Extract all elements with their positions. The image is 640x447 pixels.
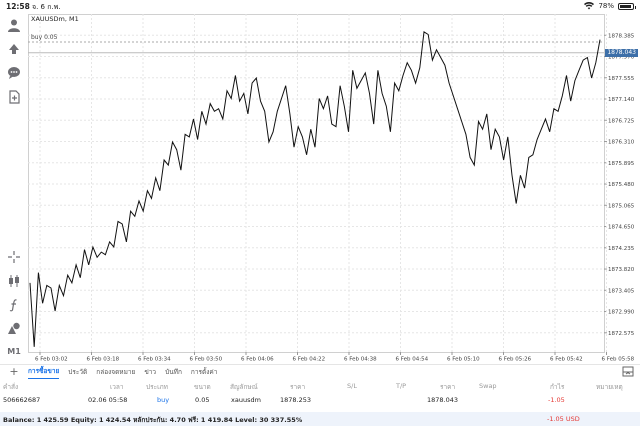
y-tick-label: 1877.140 (608, 97, 635, 103)
crosshair-icon[interactable] (4, 248, 24, 266)
y-tick-label: 1874.235 (608, 246, 635, 252)
x-tick-label: 6 Feb 05:10 (447, 357, 480, 363)
chart-symbol: XAUUSDm, M1 (31, 15, 79, 23)
status-date: จ. 6 ก.พ. (32, 3, 61, 11)
collapse-panel-icon[interactable] (622, 366, 634, 379)
objects-icon[interactable] (4, 319, 24, 337)
col-size: ขนาด (194, 383, 211, 391)
status-time: 12:58 (6, 2, 30, 11)
account-icon[interactable] (4, 16, 24, 34)
col-time: เวลา (110, 383, 124, 391)
tab-history[interactable]: ประวัติ (68, 367, 88, 376)
x-tick-label: 6 Feb 03:18 (87, 357, 120, 363)
x-tick-label: 6 Feb 04:06 (241, 357, 274, 363)
buy-order-label: buy 0.05 (31, 34, 58, 41)
order-type: buy (157, 396, 170, 404)
left-toolbar: M1 (0, 14, 28, 360)
status-bar: 12:58 จ. 6 ก.พ. 78% (0, 0, 640, 14)
order-symbol: xauusdm (231, 396, 261, 404)
x-tick-label: 6 Feb 04:22 (293, 357, 326, 363)
x-tick-label: 6 Feb 04:38 (344, 357, 377, 363)
y-tick-label: 1874.650 (608, 225, 635, 231)
x-tick-label: 6 Feb 05:26 (499, 357, 532, 363)
plot-border (28, 14, 605, 353)
indicators-icon[interactable] (4, 296, 24, 314)
col-profit: กำไร (550, 383, 565, 391)
col-tp: T/P (396, 382, 407, 390)
total-profit: -1.05 USD (547, 415, 580, 423)
x-tick-label: 6 Feb 05:42 (550, 357, 583, 363)
x-tick-label: 6 Feb 05:58 (602, 357, 635, 363)
y-tick-label: 1876.310 (608, 140, 635, 146)
x-tick-label: 6 Feb 03:02 (35, 357, 68, 363)
tab-settings[interactable]: การตั้งค่า (190, 367, 218, 376)
col-type: ประเภท (146, 383, 168, 391)
tab-news[interactable]: ข่าว (144, 367, 157, 376)
col-comment: หมายเหตุ (596, 383, 623, 391)
col-price: ราคา (290, 383, 306, 391)
order-size: 0.05 (195, 396, 210, 404)
y-tick-label: 1875.065 (608, 203, 635, 209)
order-current-price: 1878.043 (427, 396, 459, 404)
x-tick-label: 6 Feb 03:34 (138, 357, 171, 363)
y-tick-label: 1877.555 (608, 76, 635, 82)
order-price: 1878.253 (280, 396, 312, 404)
current-price-tag: 1878.043 (605, 48, 638, 57)
col-symbol: สัญลักษณ์ (230, 383, 258, 391)
price-line (29, 31, 601, 347)
col-order: คำสั่ง (3, 383, 19, 391)
table-row[interactable]: 506662687 02.06 05:58 buy 0.05 xauusdm 1… (0, 394, 640, 406)
wifi-icon (584, 2, 595, 10)
timeframe-button[interactable]: M1 (7, 346, 21, 356)
chat-icon[interactable] (4, 64, 24, 82)
candles-icon[interactable] (4, 272, 24, 290)
new-document-icon[interactable] (4, 88, 24, 106)
status-right: 78% (584, 2, 636, 10)
col-current-price: ราคา (440, 383, 456, 391)
y-tick-label: 1875.895 (608, 161, 635, 167)
trade-icon[interactable] (4, 40, 24, 58)
balance-bar: Balance: 1 425.59 Equity: 1 424.54 หลักป… (0, 412, 640, 426)
y-tick-label: 1878.385 (608, 33, 635, 39)
battery-icon (618, 2, 636, 10)
y-tick-label: 1876.725 (608, 118, 635, 124)
order-profit: -1.05 (548, 396, 565, 404)
y-tick-label: 1873.405 (608, 288, 635, 294)
price-chart[interactable]: 1878.385 1877.970 1877.555 1877.140 1876.725… (28, 14, 640, 364)
y-tick-label: 1873.820 (608, 267, 635, 273)
battery-percent: 78% (598, 2, 614, 10)
order-time: 02.06 05:58 (88, 396, 128, 404)
y-tick-label: 1875.480 (608, 182, 635, 188)
order-id: 506662687 (3, 396, 41, 404)
tab-mailbox[interactable]: กล่องจดหมาย (96, 367, 136, 376)
balance-summary: Balance: 1 425.59 Equity: 1 424.54 หลักป… (3, 416, 303, 424)
bottom-tabs: + การซื้อขาย ประวัติ กล่องจดหมาย ข่าว บั… (0, 364, 640, 379)
add-icon[interactable]: + (9, 365, 19, 378)
x-tick-label: 6 Feb 04:54 (396, 357, 429, 363)
col-swap: Swap (479, 382, 497, 390)
table-header: คำสั่ง เวลา ประเภท ขนาด สัญลักษณ์ ราคา S… (0, 380, 640, 392)
y-tick-label: 1877.970 (608, 55, 635, 61)
col-sl: S/L (347, 382, 357, 390)
y-tick-label: 1872.990 (608, 310, 635, 316)
x-tick-label: 6 Feb 03:50 (190, 357, 223, 363)
tab-journal[interactable]: บันทึก (165, 367, 182, 376)
tab-trade[interactable]: การซื้อขาย (28, 364, 60, 379)
chart-canvas: 1878.385 1877.970 1877.555 1877.140 1876.725… (28, 14, 635, 363)
y-tick-label: 1872.575 (608, 331, 635, 337)
